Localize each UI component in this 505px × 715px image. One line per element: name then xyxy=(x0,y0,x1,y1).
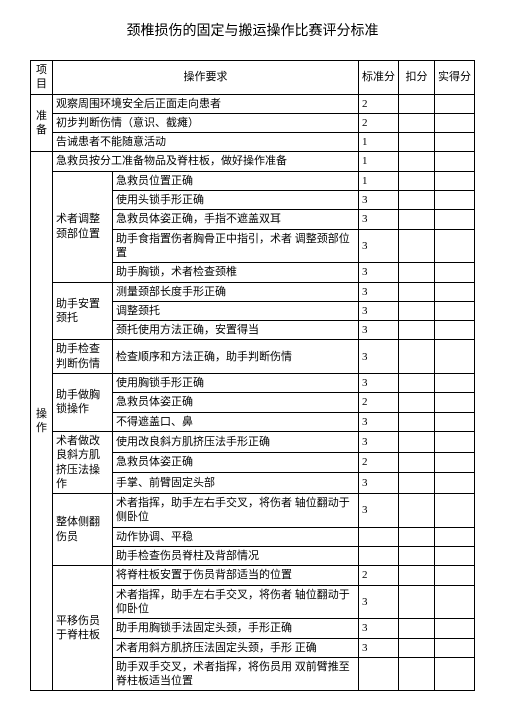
table-row: 告诫患者不能随意活动 1 xyxy=(31,133,475,152)
cell-score: 2 xyxy=(359,566,399,585)
cell-deduct xyxy=(399,94,435,113)
section-op: 操作 xyxy=(31,152,53,691)
doc-title: 颈椎损伤的固定与搬运操作比赛评分标准 xyxy=(30,20,475,40)
hdr-actual: 实得分 xyxy=(435,61,475,95)
cell-text: 术者用斜方肌挤压法固定头颈，手形 正确 xyxy=(113,638,359,657)
cell-text: 将脊柱板安置于伤员背部适当的位置 xyxy=(113,566,359,585)
cell-text: 不得遮盖口、鼻 xyxy=(113,412,359,431)
table-row: 平移伤员于脊柱板 将脊柱板安置于伤员背部适当的位置 2 xyxy=(31,566,475,585)
table-row: 助手检查判断伤情 检查顺序和方法正确，助手判断伤情 3 xyxy=(31,340,475,374)
table-row: 术者调整颈部位置 急救员位置正确 1 xyxy=(31,171,475,190)
cell-text: 助手用胸锁手法固定头颈，手形正确 xyxy=(113,619,359,638)
cell-text: 测量颈部长度手形正确 xyxy=(113,282,359,301)
cell-text: 初步判断伤情（意识、截瘫） xyxy=(53,113,359,132)
cell-text: 检查顺序和方法正确，助手判断伤情 xyxy=(113,340,359,374)
cell-score: 3 xyxy=(359,412,399,431)
cell-score: 3 xyxy=(359,229,399,263)
cell-text: 观察周围环境安全后正面走向患者 xyxy=(53,94,359,113)
hdr-requirement: 操作要求 xyxy=(53,61,359,95)
cell-text: 告诫患者不能随意活动 xyxy=(53,133,359,152)
group-label: 术者做改良斜方肌挤压法操作 xyxy=(53,431,113,493)
cell-text: 调整颈托 xyxy=(113,301,359,320)
cell-score: 3 xyxy=(359,263,399,282)
cell-actual xyxy=(435,94,475,113)
cell-score: 3 xyxy=(359,191,399,210)
cell-score: 3 xyxy=(359,340,399,374)
cell-score xyxy=(359,657,399,691)
table-row: 术者做改良斜方肌挤压法操作 使用改良斜方肌挤压法手形正确 3 xyxy=(31,431,475,452)
table-row: 助手安置颈托 测量颈部长度手形正确 3 xyxy=(31,282,475,301)
cell-score: 3 xyxy=(359,374,399,393)
cell-actual xyxy=(435,152,475,171)
cell-deduct xyxy=(399,113,435,132)
cell-text: 颈托使用方法正确，安置得当 xyxy=(113,321,359,340)
cell-text: 术者指挥，助手左右手交叉，将伤者 轴位翻动于仰卧位 xyxy=(113,585,359,619)
hdr-deduct: 扣分 xyxy=(399,61,435,95)
cell-score xyxy=(359,527,399,546)
table-row: 准备 观察周围环境安全后正面走向患者 2 xyxy=(31,94,475,113)
cell-score: 3 xyxy=(359,301,399,320)
section-prep: 准备 xyxy=(31,94,53,152)
cell-score: 3 xyxy=(359,619,399,638)
group-label: 术者调整颈部位置 xyxy=(53,171,113,282)
cell-score: 3 xyxy=(359,585,399,619)
group-label: 助手做胸锁操作 xyxy=(53,374,113,432)
cell-text: 使用胸锁手形正确 xyxy=(113,374,359,393)
cell-deduct xyxy=(399,152,435,171)
cell-text: 手掌、前臂固定头部 xyxy=(113,473,359,494)
cell-score: 2 xyxy=(359,452,399,473)
cell-text: 使用头锁手形正确 xyxy=(113,191,359,210)
cell-score: 3 xyxy=(359,638,399,657)
table-row: 整体侧翻伤员 术者指挥，助手左右手交叉，将伤者 轴位翻动于侧卧位 3 xyxy=(31,494,475,528)
cell-text: 术者指挥，助手左右手交叉，将伤者 轴位翻动于侧卧位 xyxy=(113,494,359,528)
cell-text: 急救员体姿正确 xyxy=(113,393,359,412)
cell-score xyxy=(359,547,399,566)
cell-score: 3 xyxy=(359,494,399,528)
hdr-standard: 标准分 xyxy=(359,61,399,95)
group-label: 助手检查判断伤情 xyxy=(53,340,113,374)
table-row: 操作 急救员按分工准备物品及脊柱板，做好操作准备 1 xyxy=(31,152,475,171)
cell-score: 1 xyxy=(359,152,399,171)
cell-actual xyxy=(435,133,475,152)
cell-text: 助手检查伤员脊柱及背部情况 xyxy=(113,547,359,566)
cell-text: 急救员体姿正确，手指不遮盖双耳 xyxy=(113,210,359,229)
cell-actual xyxy=(435,113,475,132)
cell-text: 使用改良斜方肌挤压法手形正确 xyxy=(113,431,359,452)
scoring-table: 项目 操作要求 标准分 扣分 实得分 准备 观察周围环境安全后正面走向患者 2 … xyxy=(30,60,475,691)
group-label: 整体侧翻伤员 xyxy=(53,494,113,566)
cell-score: 3 xyxy=(359,431,399,452)
cell-text: 助手双手交叉，术者指挥，将伤员用 双前臂推至脊柱板适当位置 xyxy=(113,657,359,691)
cell-score: 1 xyxy=(359,133,399,152)
cell-score: 2 xyxy=(359,113,399,132)
cell-score: 3 xyxy=(359,282,399,301)
cell-text: 助手胸锁，术者检查颈椎 xyxy=(113,263,359,282)
cell-score: 2 xyxy=(359,393,399,412)
cell-score: 3 xyxy=(359,321,399,340)
cell-score: 1 xyxy=(359,171,399,190)
cell-text: 急救员按分工准备物品及脊柱板，做好操作准备 xyxy=(53,152,359,171)
cell-score: 3 xyxy=(359,473,399,494)
table-header-row: 项目 操作要求 标准分 扣分 实得分 xyxy=(31,61,475,95)
cell-score: 3 xyxy=(359,210,399,229)
group-label: 助手安置颈托 xyxy=(53,282,113,340)
hdr-project: 项目 xyxy=(31,61,53,95)
cell-text: 急救员体姿正确 xyxy=(113,452,359,473)
cell-text: 动作协调、平稳 xyxy=(113,527,359,546)
group-label: 平移伤员于脊柱板 xyxy=(53,566,113,691)
cell-deduct xyxy=(399,133,435,152)
cell-text: 急救员位置正确 xyxy=(113,171,359,190)
table-row: 初步判断伤情（意识、截瘫） 2 xyxy=(31,113,475,132)
cell-score: 2 xyxy=(359,94,399,113)
cell-text: 助手食指置伤者胸骨正中指引，术者 调整颈部位置 xyxy=(113,229,359,263)
table-row: 助手做胸锁操作 使用胸锁手形正确 3 xyxy=(31,374,475,393)
